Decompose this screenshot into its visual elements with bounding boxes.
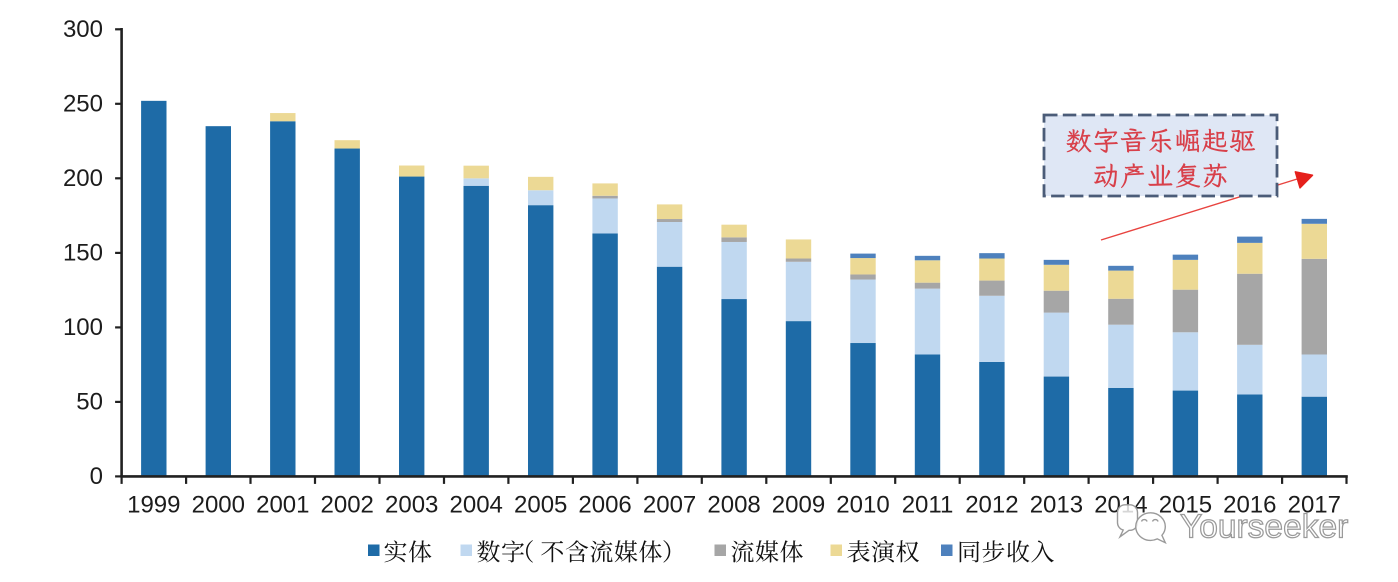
svg-text:100: 100	[63, 314, 103, 341]
svg-text:2001: 2001	[256, 492, 309, 519]
svg-text:0: 0	[90, 463, 103, 490]
svg-text:2004: 2004	[450, 492, 503, 519]
svg-text:200: 200	[63, 165, 103, 192]
svg-text:Yourseeker: Yourseeker	[1180, 509, 1348, 546]
svg-text:1999: 1999	[127, 492, 180, 519]
svg-text:2000: 2000	[192, 492, 245, 519]
svg-text:2017: 2017	[1288, 492, 1341, 519]
svg-text:2008: 2008	[707, 492, 760, 519]
svg-text:2007: 2007	[643, 492, 696, 519]
svg-text:150: 150	[63, 239, 103, 266]
svg-text:2006: 2006	[578, 492, 631, 519]
svg-text:50: 50	[76, 388, 103, 415]
svg-text:250: 250	[63, 90, 103, 117]
svg-text:2003: 2003	[385, 492, 438, 519]
svg-text:2016: 2016	[1223, 492, 1276, 519]
svg-text:2005: 2005	[514, 492, 567, 519]
svg-text:2010: 2010	[836, 492, 889, 519]
svg-text:2011: 2011	[902, 492, 954, 519]
svg-text:2013: 2013	[1030, 492, 1083, 519]
svg-text:2015: 2015	[1159, 492, 1212, 519]
svg-text:2012: 2012	[965, 492, 1018, 519]
svg-text:2009: 2009	[772, 492, 825, 519]
svg-text:2002: 2002	[321, 492, 374, 519]
svg-text:300: 300	[63, 16, 103, 43]
